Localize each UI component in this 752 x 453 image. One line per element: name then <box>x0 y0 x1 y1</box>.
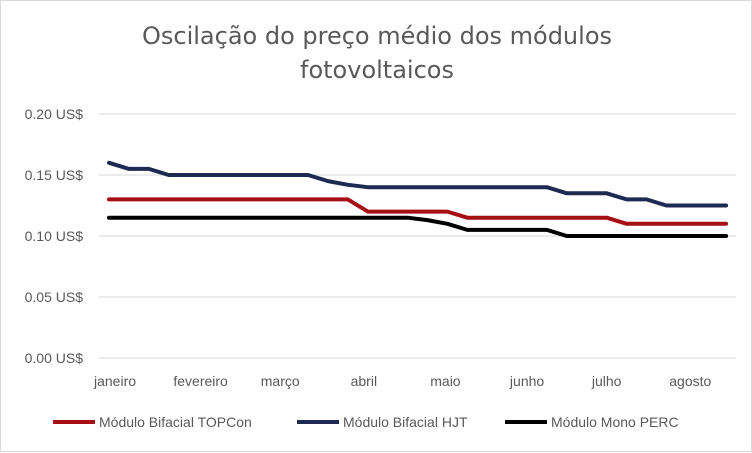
y-tick-label: 0.05 US$ <box>25 289 84 305</box>
x-tick-label: junho <box>509 373 544 389</box>
series-line-2 <box>107 215 729 238</box>
chart-title-line-2: fotovoltaicos <box>300 56 454 84</box>
chart-title-line-1: Oscilação do preço médio dos módulos <box>141 22 612 50</box>
x-tick-label: julho <box>591 373 622 389</box>
x-tick-label: março <box>261 373 300 389</box>
y-tick-label: 0.15 US$ <box>25 167 84 183</box>
y-tick-label: 0.20 US$ <box>25 106 84 122</box>
legend-label: Módulo Mono PERC <box>551 414 679 430</box>
series-line-0 <box>107 197 729 226</box>
x-tick-label: janeiro <box>93 373 136 389</box>
x-tick-label: fevereiro <box>173 373 228 389</box>
x-tick-label: agosto <box>669 373 711 389</box>
x-tick-label: maio <box>430 373 461 389</box>
legend-label: Módulo Bifacial HJT <box>343 414 468 430</box>
series-line-1 <box>107 160 729 208</box>
y-tick-label: 0.10 US$ <box>25 228 84 244</box>
chart-title: Oscilação do preço médio dos módulos fot… <box>1 19 752 87</box>
y-tick-label: 0.00 US$ <box>25 350 84 366</box>
x-tick-label: abril <box>351 373 377 389</box>
legend-label: Módulo Bifacial TOPCon <box>99 414 252 430</box>
